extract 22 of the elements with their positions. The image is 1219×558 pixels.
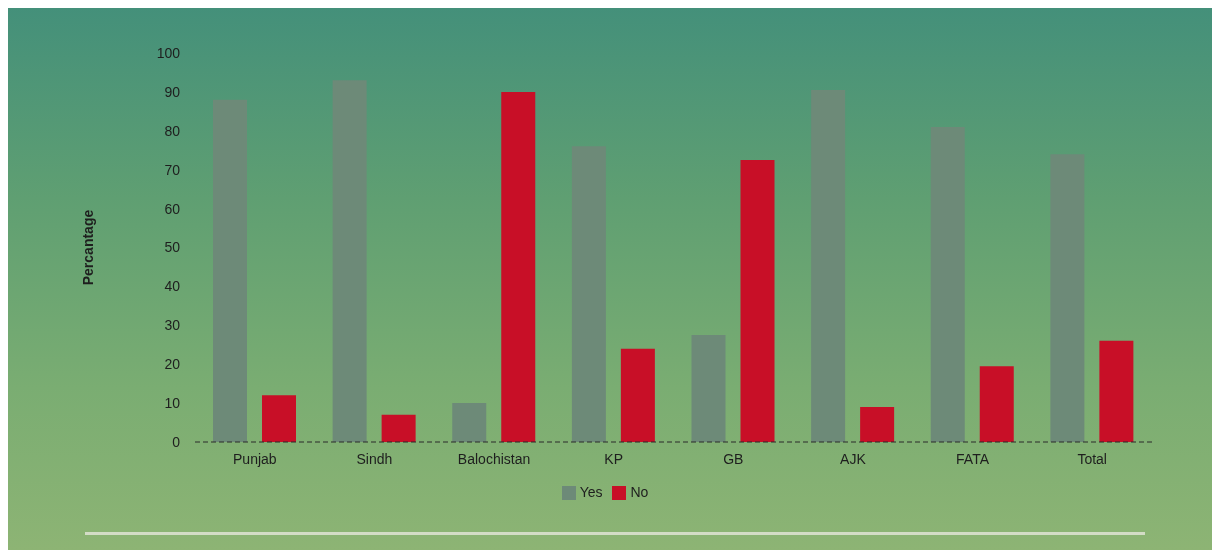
x-tick-label: Sindh (356, 450, 393, 467)
y-tick-label: 80 (164, 122, 181, 139)
y-tick-label: 0 (172, 433, 181, 450)
y-tick-label: 50 (164, 239, 181, 256)
legend-label: No (630, 484, 649, 500)
x-tick-label: Punjab (233, 450, 277, 467)
x-tick-label: AJK (840, 450, 867, 467)
y-tick-label: 40 (164, 278, 181, 295)
y-tick-label: 10 (164, 395, 181, 412)
y-tick-label: 30 (164, 317, 181, 334)
x-tick-label: Balochistan (457, 450, 531, 467)
y-tick-label: 20 (164, 356, 181, 373)
y-tick-label: 60 (164, 200, 181, 217)
x-tick-label: FATA (956, 450, 990, 467)
x-tick-label: KP (604, 450, 624, 467)
y-tick-label: 70 (164, 161, 181, 178)
x-tick-label: Total (1077, 450, 1107, 467)
y-tick-label: 100 (156, 44, 181, 61)
legend-label: Yes (579, 484, 603, 500)
y-axis-title: Percantage (80, 209, 96, 286)
y-tick-label: 90 (164, 83, 181, 100)
x-tick-label: GB (723, 450, 744, 467)
